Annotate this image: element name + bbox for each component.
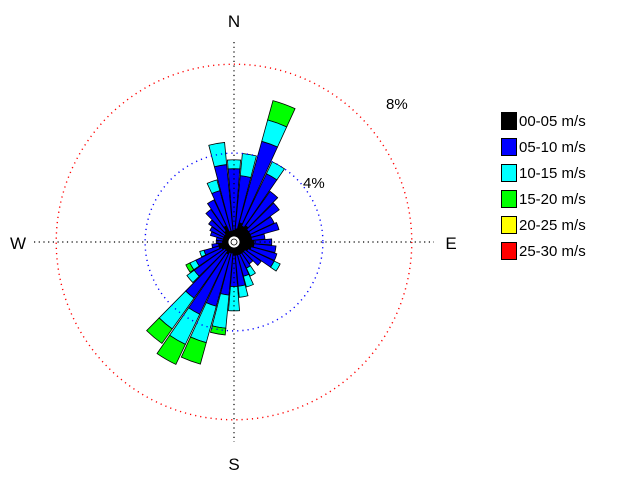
sector-190-bin-3: [209, 325, 227, 336]
compass-label-north: N: [228, 12, 240, 31]
ring-label-8: 8%: [386, 96, 408, 113]
legend-label-00-05: 00-05 m/s: [519, 112, 586, 130]
sector-310-bin-1: [208, 219, 227, 237]
sector-130-bin-1: [242, 249, 262, 266]
sector-340-bin-2: [206, 179, 221, 195]
legend-swatch-15-20: [501, 190, 517, 208]
sector-40-bin-1: [245, 190, 279, 229]
sector-100-bin-1: [252, 243, 277, 254]
legend-swatch-25-30: [501, 242, 517, 260]
legend-swatch-10-15: [501, 164, 517, 182]
legend: 00-05 m/s 05-10 m/s 10-15 m/s 15-20 m/s …: [501, 108, 631, 264]
wind-rose-sectors: [146, 100, 296, 365]
sector-150-bin-2: [245, 265, 257, 277]
sector-30-bin-2: [265, 161, 286, 181]
legend-item-25-30: 25-30 m/s: [501, 238, 631, 264]
legend-label-15-20: 15-20 m/s: [519, 190, 586, 208]
legend-label-25-30: 25-30 m/s: [519, 242, 586, 260]
legend-label-05-10: 05-10 m/s: [519, 138, 586, 156]
legend-item-20-25: 20-25 m/s: [501, 212, 631, 238]
ring-8-percent: [55, 63, 413, 421]
legend-label-10-15: 10-15 m/s: [519, 164, 586, 182]
sector-170-bin-2: [237, 284, 249, 298]
sector-50-bin-1: [246, 202, 280, 233]
sector-240-bin-3: [185, 262, 195, 273]
legend-swatch-20-25: [501, 216, 517, 234]
sector-320-bin-1: [205, 208, 227, 234]
ring-label-4: 4%: [303, 175, 325, 192]
sector-200-bin-3: [180, 336, 207, 365]
legend-swatch-00-05: [501, 112, 517, 130]
sector-20-bin-3: [267, 100, 296, 128]
sector-180-bin-2: [228, 285, 240, 312]
compass-label-east: E: [445, 234, 456, 253]
sector-90-bin-1: [253, 238, 273, 246]
sector-160-bin-2: [242, 273, 254, 288]
sector-230-bin-2: [186, 269, 200, 284]
sector-250-bin-2: [199, 249, 207, 258]
sector-70-bin-1: [249, 222, 280, 238]
compass-label-south: S: [228, 455, 239, 474]
ring-4-percent: [144, 152, 324, 332]
sector-10-bin-2: [239, 153, 257, 178]
center-marker: [230, 238, 238, 246]
legend-item-15-20: 15-20 m/s: [501, 186, 631, 212]
sector-110-bin-1: [249, 246, 278, 262]
sector-80-bin-1: [250, 233, 266, 241]
sector-220-bin-3: [146, 317, 173, 344]
sector-260-bin-1: [211, 243, 220, 249]
sector-350-bin-2: [208, 142, 228, 168]
legend-item-00-05: 00-05 m/s: [501, 108, 631, 134]
legend-item-05-10: 05-10 m/s: [501, 134, 631, 160]
legend-item-10-15: 10-15 m/s: [501, 160, 631, 186]
sector-60-bin-1: [248, 216, 275, 235]
wind-rose-grid: [34, 42, 434, 442]
sector-120-bin-2: [270, 260, 281, 272]
legend-label-20-25: 20-25 m/s: [519, 216, 586, 234]
wind-rose-chart: N E S W 4% 8%: [10, 12, 457, 474]
compass-label-west: W: [10, 234, 26, 253]
sector-210-bin-3: [156, 334, 186, 365]
sector-330-bin-1: [206, 199, 227, 228]
legend-swatch-05-10: [501, 138, 517, 156]
